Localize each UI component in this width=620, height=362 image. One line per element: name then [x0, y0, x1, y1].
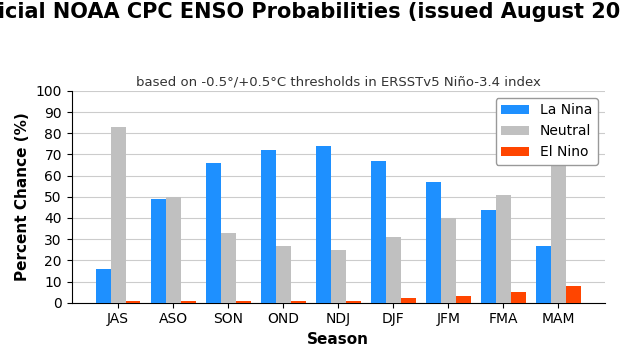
Bar: [261, 150, 276, 303]
Bar: [111, 127, 126, 303]
Bar: [96, 269, 111, 303]
Bar: [221, 233, 236, 303]
Bar: [206, 163, 221, 303]
Bar: [386, 237, 401, 303]
Legend: La Nina, Neutral, El Nino: La Nina, Neutral, El Nino: [495, 98, 598, 165]
Bar: [316, 146, 331, 303]
Bar: [441, 218, 456, 303]
Title: based on -0.5°/+0.5°C thresholds in ERSSTv5 Niño-3.4 index: based on -0.5°/+0.5°C thresholds in ERSS…: [136, 75, 541, 88]
Bar: [331, 250, 346, 303]
Bar: [511, 292, 526, 303]
Y-axis label: Percent Chance (%): Percent Chance (%): [15, 113, 30, 281]
Bar: [371, 161, 386, 303]
Bar: [291, 300, 306, 303]
Bar: [566, 286, 581, 303]
Bar: [481, 210, 496, 303]
Bar: [401, 299, 415, 303]
Text: Official NOAA CPC ENSO Probabilities (issued August 2024): Official NOAA CPC ENSO Probabilities (is…: [0, 2, 620, 22]
Bar: [126, 300, 141, 303]
Bar: [151, 199, 166, 303]
Bar: [166, 197, 180, 303]
Bar: [536, 245, 551, 303]
Bar: [346, 300, 361, 303]
Bar: [180, 300, 195, 303]
Bar: [496, 195, 511, 303]
Bar: [236, 300, 250, 303]
Bar: [276, 245, 291, 303]
Bar: [551, 165, 566, 303]
X-axis label: Season: Season: [308, 332, 370, 347]
Bar: [426, 182, 441, 303]
Bar: [456, 296, 471, 303]
